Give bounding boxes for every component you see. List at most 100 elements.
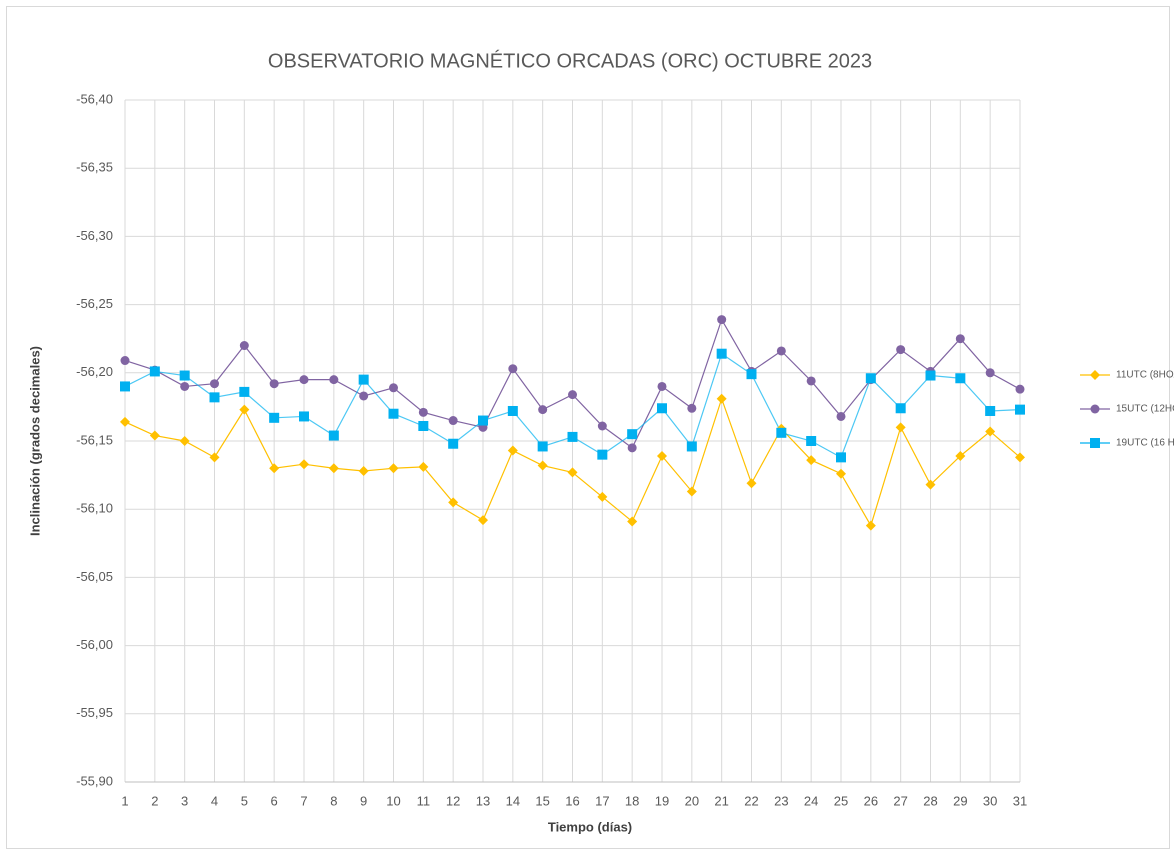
point — [537, 460, 548, 471]
x-tick-label: 8 — [330, 793, 337, 808]
point — [568, 390, 577, 400]
point — [776, 427, 787, 438]
point — [388, 463, 399, 474]
x-tick-label: 2 — [151, 793, 158, 808]
point — [269, 379, 279, 389]
x-tick-label: 26 — [864, 793, 878, 808]
point — [657, 403, 667, 414]
x-tick-label: 9 — [360, 793, 367, 808]
point — [865, 373, 876, 384]
point — [597, 491, 608, 502]
point — [209, 392, 220, 403]
point — [836, 452, 846, 463]
point — [686, 486, 697, 497]
point — [567, 467, 578, 478]
point — [746, 478, 757, 489]
x-tick-label: 31 — [1013, 793, 1027, 808]
point — [657, 451, 667, 462]
chart-border — [6, 6, 1170, 849]
point — [418, 461, 429, 472]
point — [538, 405, 548, 415]
point — [985, 405, 996, 416]
x-tick-label: 22 — [744, 793, 758, 808]
x-axis-label: Tiempo (días) — [548, 819, 632, 834]
point — [717, 315, 727, 325]
point — [1015, 404, 1025, 415]
point — [1015, 384, 1025, 394]
point — [985, 426, 996, 437]
point — [328, 463, 339, 474]
point — [448, 416, 458, 426]
x-tick-label: 30 — [983, 793, 997, 808]
chart-title: OBSERVATORIO MAGNÉTICO ORCADAS (ORC) OCT… — [268, 49, 872, 72]
x-tick-label: 12 — [446, 793, 460, 808]
legend-label: 15UTC (12HOA) — [1116, 404, 1174, 415]
point — [299, 375, 309, 385]
point — [836, 411, 846, 421]
point — [418, 407, 428, 417]
x-tick-label: 5 — [241, 793, 248, 808]
x-tick-label: 21 — [714, 793, 728, 808]
point — [1090, 438, 1100, 448]
y-tick-label: -56,40 — [76, 91, 113, 106]
point — [418, 420, 429, 431]
point — [299, 459, 309, 470]
point — [895, 403, 906, 414]
x-tick-label: 23 — [774, 793, 788, 808]
x-tick-label: 11 — [417, 793, 431, 808]
x-tick-label: 10 — [386, 793, 400, 808]
point — [567, 431, 578, 442]
legend-label: 11UTC (8HOA) — [1116, 370, 1174, 381]
point — [865, 520, 876, 531]
x-tick-label: 20 — [685, 793, 699, 808]
point — [896, 345, 906, 355]
point — [149, 366, 160, 377]
point — [1090, 404, 1100, 414]
point — [806, 455, 817, 466]
x-tick-label: 27 — [893, 793, 907, 808]
point — [239, 404, 250, 415]
point — [180, 381, 190, 391]
point — [836, 468, 846, 479]
point — [955, 373, 966, 384]
y-tick-label: -56,20 — [76, 364, 113, 379]
point — [448, 438, 459, 449]
x-tick-label: 1 — [121, 793, 128, 808]
point — [269, 412, 280, 423]
y-tick-label: -56,00 — [76, 637, 113, 652]
point — [508, 364, 518, 374]
point — [209, 452, 220, 463]
point — [657, 381, 667, 391]
x-tick-label: 25 — [834, 793, 848, 808]
point — [358, 374, 369, 385]
point — [925, 370, 936, 381]
point — [358, 466, 369, 477]
point — [955, 451, 966, 462]
point — [895, 422, 906, 433]
point — [120, 381, 130, 392]
point — [149, 430, 160, 441]
point — [955, 334, 965, 344]
point — [687, 403, 697, 413]
point — [239, 341, 249, 351]
x-tick-label: 19 — [655, 793, 669, 808]
point — [627, 429, 638, 440]
x-tick-label: 13 — [476, 793, 490, 808]
point — [537, 441, 548, 452]
point — [120, 356, 130, 366]
point — [806, 436, 817, 446]
x-tick-label: 14 — [506, 793, 520, 808]
y-tick-label: -55,95 — [76, 705, 113, 720]
point — [627, 516, 638, 527]
x-tick-label: 16 — [565, 793, 579, 808]
point — [985, 368, 995, 378]
point — [329, 375, 339, 385]
y-axis-label: Inclinación (grados decimales) — [27, 346, 42, 536]
x-tick-label: 29 — [953, 793, 967, 808]
point — [359, 391, 369, 401]
point — [478, 515, 488, 526]
point — [597, 449, 608, 460]
point — [686, 441, 697, 452]
point — [806, 376, 816, 386]
